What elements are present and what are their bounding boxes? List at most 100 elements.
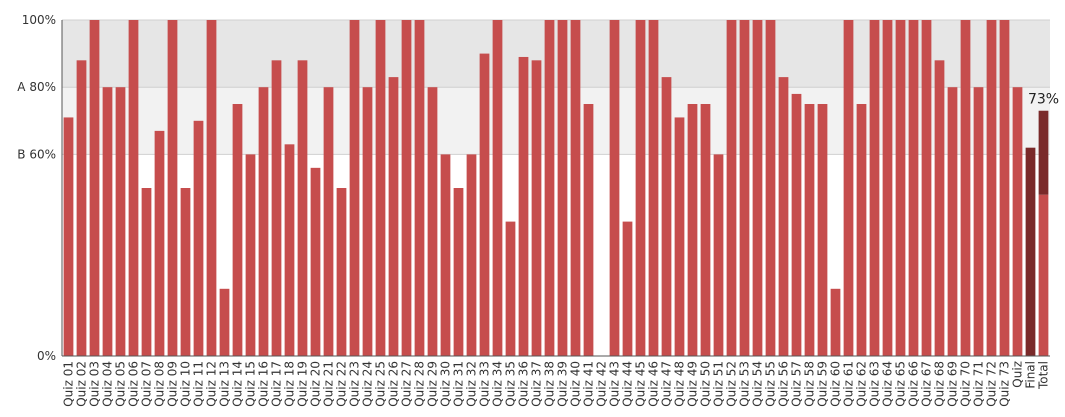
x-tick-label: Quiz 11 [192, 361, 206, 407]
bar [882, 20, 893, 356]
bar [869, 20, 880, 356]
x-tick-label: Quiz 31 [452, 361, 466, 407]
x-tick-label: Quiz 54 [751, 361, 765, 407]
bar [622, 221, 633, 356]
x-tick-label: Quiz 62 [855, 361, 869, 407]
bar [739, 20, 750, 356]
bar [999, 20, 1010, 356]
x-tick-label: Quiz 43 [608, 361, 622, 407]
total-data-label: 73% [1028, 92, 1059, 108]
x-tick-label: Quiz [1011, 361, 1025, 388]
x-tick-label: Quiz 01 [62, 361, 76, 407]
x-tick-label: Quiz 66 [907, 361, 921, 407]
x-tick-label: Quiz 48 [673, 361, 687, 407]
x-tick-label: Quiz 32 [465, 361, 479, 407]
bar [609, 20, 620, 356]
bar [453, 188, 464, 356]
bar [986, 20, 997, 356]
bars [63, 20, 1049, 357]
x-tick-label: Quiz 65 [894, 361, 908, 407]
bar [115, 87, 126, 356]
x-tick-label: Quiz 71 [972, 361, 986, 407]
x-tick-label: Quiz 36 [517, 361, 531, 407]
bar [791, 93, 802, 357]
x-tick-label: Quiz 67 [920, 361, 934, 407]
x-tick-label: Quiz 26 [387, 361, 401, 407]
x-tick-label: Quiz 28 [413, 361, 427, 407]
x-tick-label: Quiz 39 [556, 361, 570, 407]
bar [167, 20, 178, 356]
x-tick-label: Quiz 23 [348, 361, 362, 407]
bar [570, 20, 581, 356]
bar [375, 20, 386, 356]
x-tick-label: Quiz 70 [959, 361, 973, 407]
bar [232, 104, 243, 356]
bar [258, 87, 269, 356]
x-tick-label: Quiz 68 [933, 361, 947, 407]
bar [401, 20, 412, 356]
bar [427, 87, 438, 356]
bar [700, 104, 711, 356]
bar [193, 120, 204, 356]
bar [713, 154, 724, 356]
x-tick-label: Quiz 33 [478, 361, 492, 407]
bar [947, 87, 958, 356]
bar [804, 104, 815, 356]
bar [752, 20, 763, 356]
x-tick-label: Quiz 07 [140, 361, 154, 407]
bar [141, 188, 152, 356]
bar [180, 188, 191, 356]
bar [544, 20, 555, 356]
bar [63, 117, 74, 356]
bar [726, 20, 737, 356]
bar [765, 20, 776, 356]
x-tick-label: Quiz 35 [504, 361, 518, 407]
bar [973, 87, 984, 356]
bar [843, 20, 854, 356]
x-tick-label: Quiz 02 [75, 361, 89, 407]
x-tick-label: Quiz 06 [127, 361, 141, 407]
bar [518, 56, 529, 357]
bar [206, 20, 217, 356]
bar [388, 77, 399, 357]
bar [492, 20, 503, 356]
x-tick-label: Quiz 27 [400, 361, 414, 407]
x-tick-label: Quiz 57 [790, 361, 804, 407]
bar [856, 104, 867, 356]
x-tick-label: Quiz 10 [179, 361, 193, 407]
x-tick-label: Quiz 50 [699, 361, 713, 407]
x-tick-label: Final [1024, 361, 1038, 389]
x-tick-label: Quiz 21 [322, 361, 336, 407]
y-axis-ticks: 0% B 60% A 80% 100% [17, 13, 56, 363]
x-tick-label: Quiz 13 [218, 361, 232, 407]
x-tick-label: Quiz 38 [543, 361, 557, 407]
x-tick-label: Quiz 60 [829, 361, 843, 407]
x-tick-label: Quiz 63 [868, 361, 882, 407]
bar [817, 104, 828, 356]
bar [310, 167, 321, 356]
bar [635, 20, 646, 356]
bar [271, 60, 282, 356]
x-tick-label: Quiz 44 [621, 361, 635, 407]
bar [921, 20, 932, 356]
bar [934, 60, 945, 356]
bar [154, 130, 165, 356]
x-tick-label: Quiz 04 [101, 361, 115, 407]
x-tick-label: Quiz 24 [361, 361, 375, 407]
x-tick-label: Quiz 37 [530, 361, 544, 407]
bar [583, 104, 594, 356]
bar [687, 104, 698, 356]
x-tick-label: Quiz 17 [270, 361, 284, 407]
bar-total-lower [1038, 194, 1049, 356]
bar [661, 77, 672, 357]
data-labels: 73% [1028, 92, 1059, 108]
bar [778, 77, 789, 357]
x-tick-label: Quiz 49 [686, 361, 700, 407]
y-tick-label: 0% [37, 349, 56, 363]
x-tick-label: Quiz 19 [296, 361, 310, 407]
x-tick-label: Quiz 14 [231, 361, 245, 407]
bar [128, 20, 139, 356]
x-tick-label: Quiz 03 [88, 361, 102, 407]
x-tick-label: Quiz 22 [335, 361, 349, 407]
